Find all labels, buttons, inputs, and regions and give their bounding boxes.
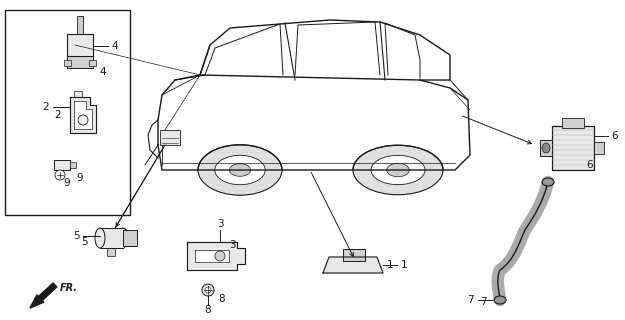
- Polygon shape: [195, 250, 229, 262]
- Bar: [160, 130, 180, 145]
- Bar: [540, 140, 552, 156]
- Circle shape: [215, 251, 225, 261]
- Ellipse shape: [494, 296, 506, 304]
- Bar: [77, 16, 83, 34]
- Ellipse shape: [371, 156, 425, 185]
- Text: 6: 6: [587, 160, 593, 170]
- Text: 1: 1: [401, 260, 408, 270]
- Circle shape: [55, 170, 65, 180]
- Bar: [89, 60, 96, 66]
- Polygon shape: [70, 97, 96, 133]
- Ellipse shape: [387, 163, 409, 177]
- Bar: [552, 126, 594, 170]
- Text: 8: 8: [219, 294, 226, 304]
- Polygon shape: [158, 75, 470, 170]
- Text: 1: 1: [387, 260, 393, 270]
- Ellipse shape: [215, 155, 265, 185]
- Bar: [562, 118, 584, 128]
- Bar: [343, 249, 365, 261]
- Text: 7: 7: [480, 297, 486, 307]
- Ellipse shape: [542, 143, 550, 153]
- Circle shape: [202, 284, 214, 296]
- Text: 4: 4: [100, 67, 106, 77]
- Polygon shape: [74, 101, 92, 129]
- Text: 2: 2: [55, 110, 61, 120]
- Text: 8: 8: [205, 305, 211, 315]
- Text: FR.: FR.: [60, 283, 78, 293]
- Text: 5: 5: [81, 237, 88, 247]
- Text: 5: 5: [72, 231, 79, 241]
- Text: 3: 3: [229, 240, 235, 250]
- Bar: [5, 10, 130, 215]
- Bar: [74, 91, 82, 97]
- Text: 9: 9: [64, 178, 70, 188]
- Polygon shape: [323, 257, 383, 273]
- Bar: [100, 228, 124, 248]
- Bar: [123, 230, 137, 246]
- Ellipse shape: [229, 164, 251, 176]
- Bar: [594, 142, 604, 154]
- Bar: [70, 162, 76, 168]
- Ellipse shape: [118, 228, 128, 248]
- Polygon shape: [200, 20, 450, 80]
- Text: 7: 7: [467, 295, 473, 305]
- Bar: [67, 34, 93, 56]
- Circle shape: [78, 115, 88, 125]
- Bar: [67, 56, 93, 68]
- Text: 2: 2: [42, 102, 49, 112]
- Polygon shape: [187, 242, 245, 270]
- Text: 6: 6: [612, 131, 618, 141]
- Ellipse shape: [542, 178, 554, 186]
- Ellipse shape: [198, 145, 282, 195]
- Text: 3: 3: [217, 219, 223, 229]
- Ellipse shape: [353, 145, 443, 195]
- Bar: [54, 160, 70, 170]
- Polygon shape: [30, 283, 57, 308]
- Bar: [107, 248, 115, 256]
- Circle shape: [205, 287, 211, 293]
- Text: 9: 9: [77, 173, 83, 183]
- Text: 4: 4: [112, 41, 118, 51]
- Bar: [64, 60, 71, 66]
- Ellipse shape: [95, 228, 105, 248]
